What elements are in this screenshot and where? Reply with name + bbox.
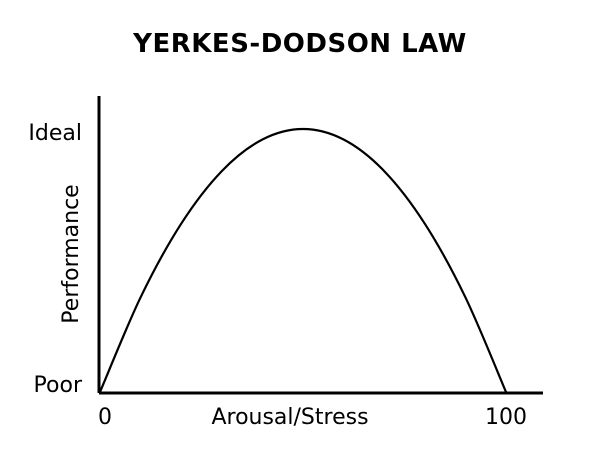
y-tick-label-poor: Poor xyxy=(34,373,83,398)
chart-title: YERKES-DODSON LAW xyxy=(132,29,467,59)
x-axis-label: Arousal/Stress xyxy=(211,405,368,430)
y-tick-label-ideal: Ideal xyxy=(28,121,82,146)
performance-curve xyxy=(98,127,508,393)
y-axis-label: Performance xyxy=(59,184,84,323)
x-tick-label-0: 0 xyxy=(98,405,112,430)
x-tick-label-100: 100 xyxy=(485,405,527,430)
